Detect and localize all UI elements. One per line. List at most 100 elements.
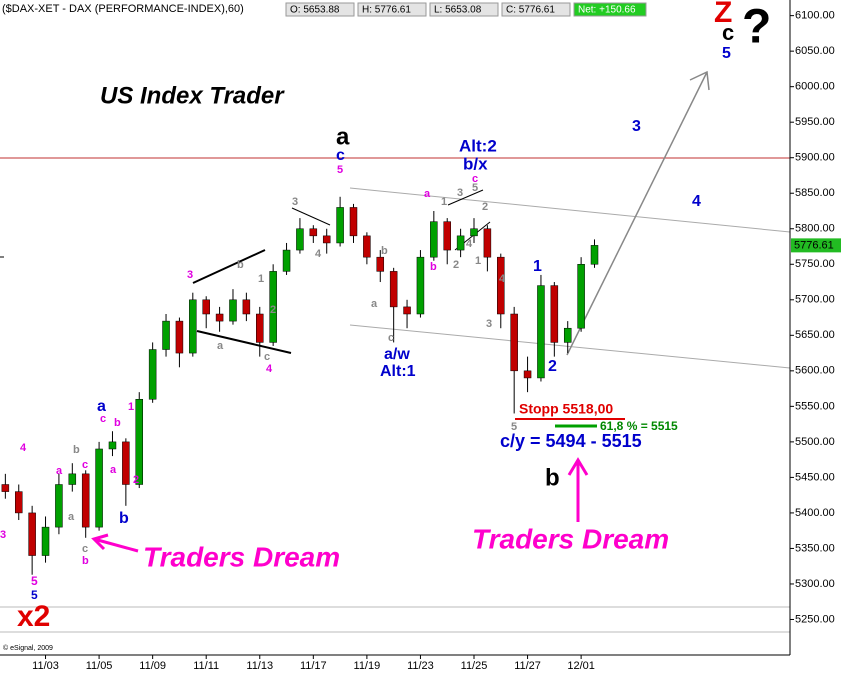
candle-body [336,207,344,244]
candle-body [443,221,451,251]
annotation: c [388,332,394,344]
candle-body [376,256,385,272]
annotation: b [119,510,129,527]
annotation: a [68,511,75,523]
x-tick-label: 11/23 [407,660,434,672]
annotation: Alt:1 [380,363,416,380]
y-tick-label: 5850.00 [795,187,835,199]
credit: © eSignal, 2009 [3,644,53,652]
annotation: c [82,459,88,471]
arrow-head [91,533,109,551]
annotation: c [264,351,270,363]
candle-body [577,264,585,329]
candle-body [269,271,277,343]
annotation: 4 [499,273,506,285]
stat-text: O: 5653.88 [290,5,340,16]
stat-text: H: 5776.61 [362,5,411,16]
annotation: a [336,123,350,150]
annotation: 61,8 % = 5515 [600,419,678,433]
annotation: a [56,465,63,477]
wedge-line [291,207,331,226]
annotation: US Index Trader [100,82,285,109]
y-tick-label: 5500.00 [795,436,835,448]
candle-body [135,399,144,485]
y-tick-label: 5650.00 [795,329,835,341]
y-tick-label: 5900.00 [795,152,835,164]
pointer-arrow [93,537,139,553]
y-tick-label: 5950.00 [795,116,835,128]
annotation: 2 [270,304,276,316]
annotation: c [722,20,734,45]
y-tick-label: 5800.00 [795,223,835,235]
candle-body [322,235,331,244]
annotation: 2 [482,201,488,213]
annotation: 5 [511,421,517,433]
annotation: 5 [31,588,38,602]
stat-box [429,2,499,17]
annotation: b [73,444,80,456]
stat-text: Net: +150.66 [578,5,636,16]
wedge-line [192,249,266,284]
stat-box [285,2,355,17]
candle-body [81,473,90,528]
annotation: 1 [475,255,481,267]
candle-body [403,306,411,315]
annotation: 4 [692,193,701,210]
annotation: 4 [20,442,27,454]
candle-body [470,228,478,237]
stat-box [573,2,647,17]
stat-text: L: 5653.08 [434,5,482,16]
last-price-label: 5776.61 [794,239,834,251]
annotation: 5 [31,574,38,588]
wedge-line [196,330,292,354]
annotation: Alt:2 [459,136,497,155]
annotation: 3 [457,187,463,199]
x-tick-label: 11/17 [300,660,327,672]
candle-body [229,299,237,322]
annotation: 1 [258,273,264,285]
x-tick-label: 11/03 [32,660,59,672]
annotation: b [82,555,89,567]
annotation: c [336,147,345,164]
candle-body [256,313,264,343]
channel-line [349,187,791,233]
stat-box [357,2,427,17]
annotation: 3 [292,196,298,208]
annotation: a [424,188,431,200]
annotation: 3 [486,318,492,330]
candle-body [55,484,63,528]
arrow-head [689,70,710,91]
candle-body [1,484,10,492]
annotation: a [97,398,106,415]
annotation: x2 [17,600,50,633]
candle-body [483,228,492,258]
candle-body [537,285,545,379]
annotation: Z [714,0,732,29]
y-tick-label: 5600.00 [795,365,835,377]
y-tick-label: 6100.00 [795,10,835,22]
x-tick-label: 11/13 [246,660,273,672]
annotation: 4 [266,363,273,375]
candle-body [68,473,77,485]
annotation: ? [742,1,771,54]
candle-body [389,271,398,308]
candle-body [296,228,304,251]
candle-body [215,313,224,322]
annotation: 5 [722,45,731,62]
candle-body [162,320,170,350]
x-tick-label: 11/11 [193,660,219,672]
y-tick-label: 5250.00 [795,613,835,625]
candle-body [41,526,50,556]
y-tick-label: 5550.00 [795,400,835,412]
y-tick-label: 5750.00 [795,258,835,270]
annotation: 2 [133,474,139,486]
candle-body [122,441,130,485]
annotation: 1 [441,196,447,208]
x-tick-label: 11/27 [514,660,541,672]
annotation: b [381,245,388,257]
annotation: b [237,259,244,271]
x-tick-label: 11/19 [354,660,381,672]
plot-area [1,196,599,575]
